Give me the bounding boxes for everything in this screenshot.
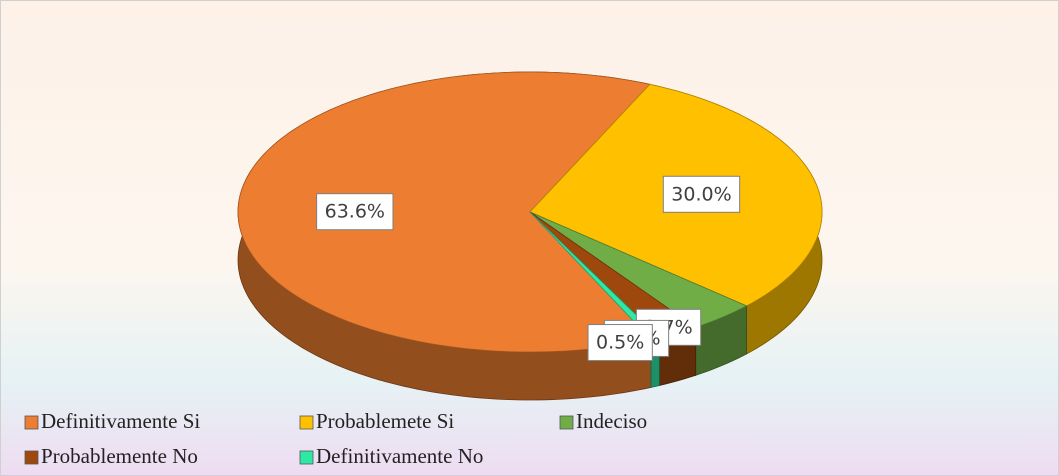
slice [237,71,652,353]
legend-label: Indeciso [576,409,647,433]
slice [529,211,748,328]
legend-label: Probablemete Si [316,409,454,433]
legend-label: Definitivamente No [316,444,483,468]
legend-swatch [24,450,39,465]
legend-label: Probablemente No [41,444,198,468]
data-label-box [587,324,653,362]
data-label: 63.6% [325,201,385,223]
data-label: 30.0% [671,183,731,205]
legend-swatch [299,415,314,430]
legend-swatch [299,450,314,465]
data-label-box [662,175,741,213]
data-label: 0.5% [596,332,644,354]
legend-swatch [24,415,39,430]
legend-swatch [559,415,574,430]
data-label-box [316,193,394,231]
legend-label: Definitivamente Si [41,409,200,433]
